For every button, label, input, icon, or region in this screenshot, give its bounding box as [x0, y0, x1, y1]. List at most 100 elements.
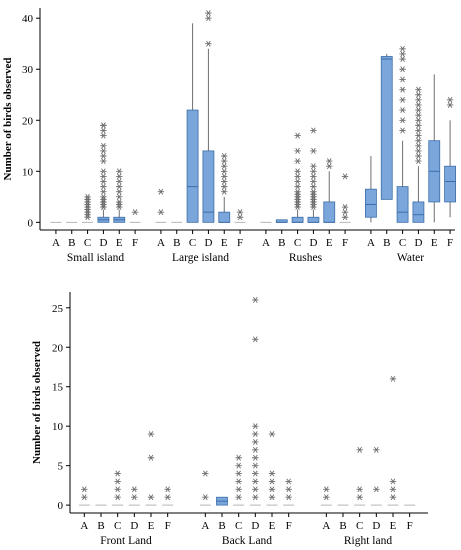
x-tick-label: E — [148, 520, 155, 532]
x-tick-label: E — [221, 237, 228, 249]
outlier-point — [389, 494, 397, 501]
outlier-point — [446, 96, 454, 103]
outlier-point — [116, 193, 123, 200]
outlier-point — [399, 66, 406, 73]
outlier-point — [310, 178, 317, 185]
box — [202, 150, 215, 223]
outlier-point — [252, 454, 259, 461]
outlier-point — [252, 296, 259, 303]
outlier-point — [294, 132, 301, 139]
outlier-point — [399, 45, 406, 52]
outlier-point — [116, 168, 123, 175]
outlier-point — [100, 122, 107, 129]
outlier-point — [221, 153, 228, 159]
x-tick-label: B — [97, 520, 104, 532]
x-tick-label: B — [383, 237, 390, 249]
box — [365, 188, 377, 218]
outlier-point — [252, 494, 259, 501]
x-tick-label: D — [309, 237, 317, 249]
outlier-point — [294, 178, 301, 185]
outlier-point — [399, 76, 406, 83]
outlier-point — [81, 486, 88, 493]
outlier-point — [285, 494, 292, 501]
outlier-point — [341, 214, 349, 221]
outlier-point — [389, 375, 397, 382]
group-label: Front Land — [100, 535, 152, 547]
outlier-point — [285, 486, 292, 493]
outlier-point — [341, 209, 349, 216]
outlier-point — [147, 494, 155, 501]
outlier-point — [114, 486, 121, 493]
outlier-point — [399, 50, 406, 57]
x-tick-label: D — [372, 520, 380, 532]
outlier-point — [446, 101, 454, 108]
outlier-point — [116, 183, 123, 190]
outlier-point — [399, 127, 406, 134]
y-tick-label: 30 — [22, 64, 34, 76]
outlier-point — [356, 494, 363, 501]
outlier-point — [268, 494, 276, 501]
outlier-point — [100, 142, 107, 149]
outlier-point — [389, 478, 397, 485]
outlier-point — [294, 188, 301, 195]
outlier-point — [100, 173, 107, 180]
outlier-point — [399, 96, 406, 103]
outlier-point — [114, 494, 121, 501]
x-tick-label: C — [294, 237, 301, 249]
outlier-point — [373, 446, 380, 453]
x-tick-label: F — [342, 237, 348, 249]
outlier-point — [294, 147, 301, 154]
outlier-point — [268, 470, 276, 477]
outlier-point — [415, 122, 422, 129]
outlier-point — [236, 209, 244, 216]
outlier-point — [294, 173, 301, 180]
x-tick-label: C — [399, 237, 406, 249]
outlier-point — [81, 494, 88, 501]
outlier-point — [236, 214, 244, 221]
outlier-point — [389, 486, 397, 493]
outlier-point — [310, 147, 317, 154]
x-tick-label: A — [367, 237, 375, 249]
outlier-point — [415, 112, 422, 119]
outlier-point — [326, 158, 333, 165]
outlier-point — [116, 178, 123, 185]
y-tick-label: 10 — [52, 421, 64, 433]
outlier-point — [252, 336, 259, 343]
box — [396, 186, 409, 223]
y-tick-label: 15 — [52, 382, 64, 394]
outlier-point — [415, 117, 422, 124]
outlier-point — [310, 173, 317, 180]
x-tick-label: E — [431, 237, 438, 249]
outlier-point — [294, 158, 301, 165]
outlier-point — [157, 188, 165, 195]
box — [218, 211, 231, 223]
outlier-point — [415, 132, 422, 139]
box — [380, 56, 393, 200]
outlier-point — [100, 153, 107, 159]
group-label: Right land — [344, 535, 392, 547]
outlier-point — [116, 173, 123, 180]
x-tick-label: C — [235, 520, 242, 532]
box — [412, 201, 425, 223]
x-tick-label: B — [278, 237, 285, 249]
outlier-point — [164, 486, 171, 493]
outlier-point — [147, 454, 155, 461]
outlier-point — [326, 163, 333, 170]
outlier-point — [310, 183, 317, 190]
y-tick-label: 20 — [52, 342, 64, 354]
outlier-point — [235, 478, 242, 485]
outlier-point — [100, 178, 107, 185]
outlier-point — [415, 142, 422, 149]
outlier-point — [415, 86, 422, 93]
outlier-point — [84, 193, 91, 200]
box — [291, 216, 304, 223]
y-axis-title: Number of birds observed — [2, 58, 14, 181]
x-tick-label: C — [114, 520, 121, 532]
outlier-point — [131, 209, 139, 216]
outlier-point — [252, 431, 259, 438]
box — [444, 165, 456, 203]
outlier-point — [131, 486, 138, 493]
x-tick-label: E — [390, 520, 397, 532]
